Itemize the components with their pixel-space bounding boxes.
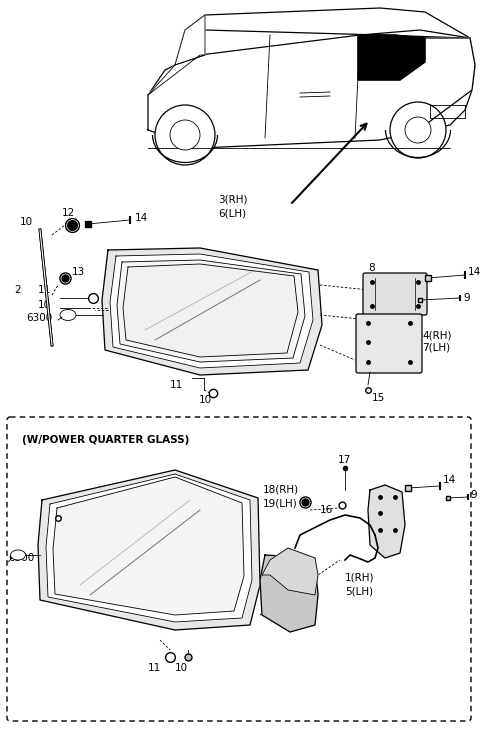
Circle shape — [405, 117, 431, 143]
Ellipse shape — [11, 550, 25, 560]
Text: 10: 10 — [20, 217, 33, 227]
Text: 10: 10 — [175, 663, 188, 673]
Polygon shape — [148, 30, 475, 148]
FancyBboxPatch shape — [363, 273, 427, 315]
Polygon shape — [358, 35, 425, 80]
Text: 1(RH): 1(RH) — [345, 573, 374, 583]
Text: 9: 9 — [470, 490, 477, 500]
Polygon shape — [46, 474, 252, 622]
Polygon shape — [38, 470, 260, 630]
Text: 10: 10 — [198, 395, 212, 405]
Polygon shape — [425, 38, 475, 125]
Polygon shape — [53, 477, 244, 615]
Text: 14: 14 — [443, 475, 456, 485]
Polygon shape — [123, 264, 298, 357]
Text: 3(RH): 3(RH) — [218, 195, 248, 205]
Polygon shape — [260, 555, 318, 632]
Text: 12: 12 — [62, 208, 75, 218]
Text: 6300: 6300 — [8, 553, 34, 563]
Text: 8: 8 — [368, 263, 374, 273]
FancyBboxPatch shape — [356, 314, 422, 373]
Text: 11: 11 — [148, 663, 161, 673]
Circle shape — [170, 120, 200, 150]
Polygon shape — [262, 548, 318, 595]
Text: 5(LH): 5(LH) — [345, 586, 373, 596]
FancyBboxPatch shape — [7, 417, 471, 721]
Text: 9: 9 — [463, 293, 469, 303]
Polygon shape — [368, 485, 405, 558]
Text: (W/POWER QUARTER GLASS): (W/POWER QUARTER GLASS) — [22, 435, 190, 445]
Text: 2: 2 — [14, 285, 21, 295]
Ellipse shape — [60, 310, 76, 321]
Text: 17: 17 — [338, 455, 351, 465]
Polygon shape — [102, 248, 322, 375]
Polygon shape — [175, 15, 205, 65]
Text: 18(RH): 18(RH) — [263, 485, 299, 495]
Text: 6300: 6300 — [26, 313, 52, 323]
Text: 11: 11 — [38, 285, 51, 295]
Circle shape — [155, 105, 215, 165]
Text: 6(LH): 6(LH) — [218, 209, 246, 219]
Text: 4(RH): 4(RH) — [422, 330, 452, 340]
Text: 14: 14 — [468, 267, 480, 277]
Circle shape — [390, 102, 446, 158]
Text: 14: 14 — [135, 213, 148, 223]
Polygon shape — [110, 254, 313, 368]
Polygon shape — [117, 260, 305, 362]
Polygon shape — [148, 55, 205, 95]
Text: 13: 13 — [72, 267, 85, 277]
Text: 10: 10 — [38, 300, 51, 310]
Text: 11: 11 — [170, 380, 183, 390]
Polygon shape — [175, 8, 470, 65]
Text: 16: 16 — [320, 505, 333, 515]
Text: 15: 15 — [372, 393, 385, 403]
Text: 19(LH): 19(LH) — [263, 498, 298, 508]
Text: 7(LH): 7(LH) — [422, 343, 450, 353]
